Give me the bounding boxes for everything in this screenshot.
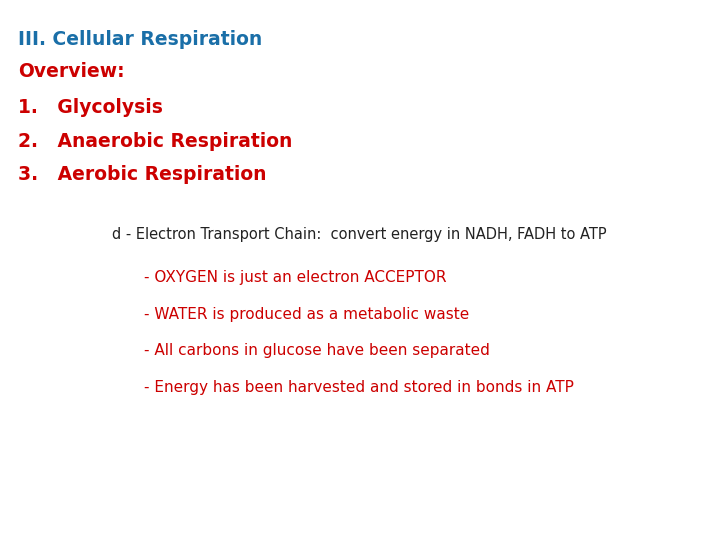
Text: Overview:: Overview: [18,62,125,81]
Text: 3.   Aerobic Respiration: 3. Aerobic Respiration [18,165,266,184]
Text: - WATER is produced as a metabolic waste: - WATER is produced as a metabolic waste [144,307,469,322]
Text: 1.   Glycolysis: 1. Glycolysis [18,98,163,117]
Text: - All carbons in glucose have been separated: - All carbons in glucose have been separ… [144,343,490,359]
Text: 2.   Anaerobic Respiration: 2. Anaerobic Respiration [18,132,292,151]
Text: d - Electron Transport Chain:  convert energy in NADH, FADH to ATP: d - Electron Transport Chain: convert en… [112,227,606,242]
Text: - Energy has been harvested and stored in bonds in ATP: - Energy has been harvested and stored i… [144,380,574,395]
Text: - OXYGEN is just an electron ACCEPTOR: - OXYGEN is just an electron ACCEPTOR [144,270,446,285]
Text: III. Cellular Respiration: III. Cellular Respiration [18,30,262,49]
